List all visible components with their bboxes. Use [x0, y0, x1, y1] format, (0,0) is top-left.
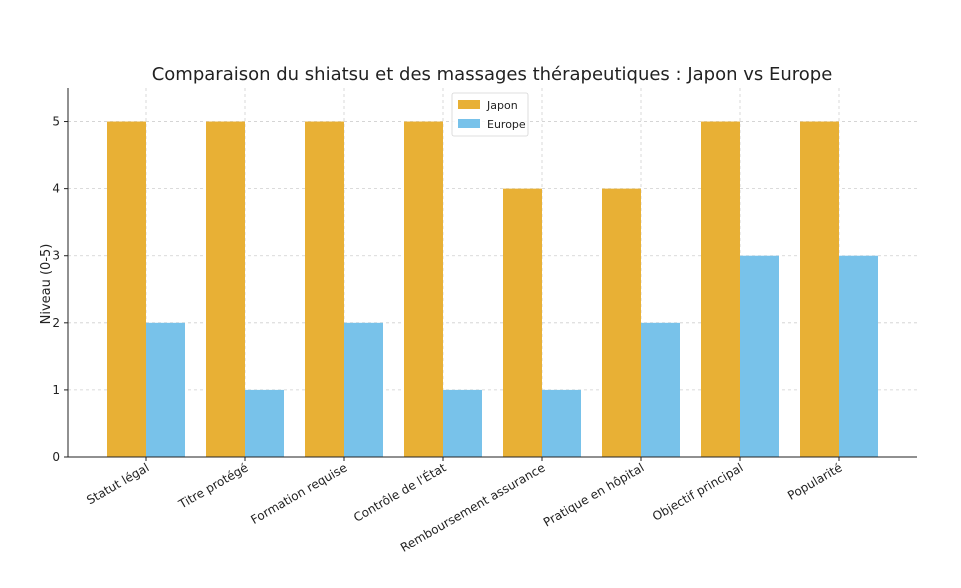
bar-japon — [800, 121, 839, 457]
legend: Japon Europe — [451, 92, 529, 137]
bar-europe — [245, 389, 284, 457]
x-tick-label: Contrôle de l'État — [351, 459, 449, 524]
y-tick-label: 3 — [52, 249, 60, 263]
x-tick-label: Titre protégé — [175, 460, 250, 511]
legend-label-japon: Japon — [486, 99, 518, 112]
legend-label-europe: Europe — [487, 118, 526, 131]
bar-europe — [839, 255, 878, 457]
bar-japon — [503, 188, 542, 458]
x-tick-label: Objectif principal — [650, 460, 745, 523]
bar-japon — [107, 121, 146, 457]
bar-japon — [701, 121, 740, 457]
x-tick-label: Pratique en hôpital — [541, 460, 647, 529]
chart-title: Comparaison du shiatsu et des massages t… — [152, 64, 833, 85]
grid-lines — [68, 88, 917, 457]
x-tick-label: Formation requise — [248, 460, 349, 526]
bar-europe — [740, 255, 779, 457]
bar-europe — [443, 389, 482, 457]
bars — [107, 121, 878, 458]
bar-japon — [602, 188, 641, 458]
x-tick-label: Popularité — [785, 460, 844, 502]
bar-japon — [305, 121, 344, 457]
y-tick-label: 2 — [52, 316, 60, 330]
y-axis-label: Niveau (0-5) — [39, 244, 54, 325]
y-tick-label: 4 — [52, 182, 60, 196]
bar-europe — [146, 322, 185, 457]
bar-europe — [641, 322, 680, 457]
bar-japon — [206, 121, 245, 457]
bar-japon — [404, 121, 443, 457]
y-tick-label: 1 — [52, 383, 60, 397]
legend-swatch-japon — [458, 100, 480, 109]
bar-europe — [344, 322, 383, 457]
bar-europe — [542, 389, 581, 457]
axes — [64, 88, 917, 461]
x-tick-label: Statut légal — [84, 460, 151, 507]
legend-swatch-europe — [458, 119, 480, 128]
y-tick-label: 0 — [52, 450, 60, 464]
y-tick-label: 5 — [52, 115, 60, 129]
